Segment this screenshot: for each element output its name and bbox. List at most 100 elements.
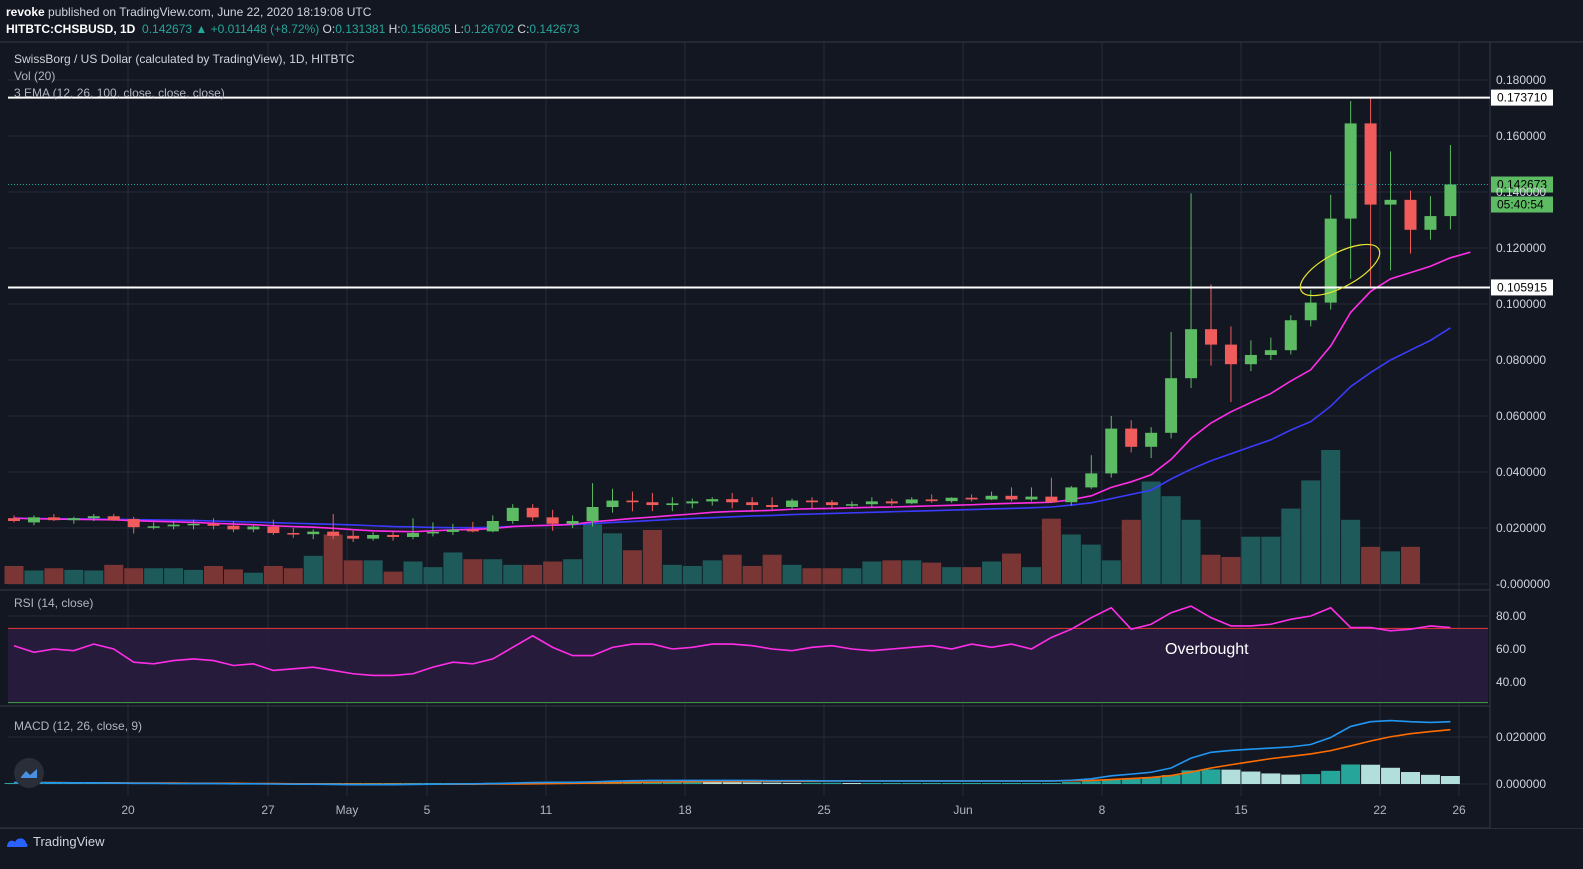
candle-body (905, 499, 918, 504)
candle-body (885, 501, 898, 504)
candle-body (666, 503, 679, 506)
volume-bar (563, 559, 583, 584)
volume-bar (882, 560, 902, 584)
rsi-tick-label: 80.00 (1496, 609, 1526, 623)
histogram-bar (862, 783, 882, 784)
volume-bar (1381, 551, 1401, 584)
candle-body (1145, 432, 1158, 447)
countdown-label: 05:40:54 (1497, 198, 1544, 212)
vol-legend: Vol (20) (14, 69, 56, 83)
highlight-ellipse (1299, 243, 1381, 297)
histogram-bar (722, 782, 742, 784)
rsi-line (13, 605, 1451, 677)
chart-title: SwissBorg / US Dollar (calculated by Tra… (14, 52, 355, 66)
candle-body (387, 535, 400, 537)
candle-body (1264, 350, 1277, 355)
volume-bar (124, 568, 144, 584)
volume-bar (24, 570, 44, 584)
candle-body (626, 500, 639, 503)
candle-body (1344, 123, 1357, 219)
histogram-bar (1061, 782, 1081, 784)
candle-body (985, 495, 998, 500)
volume-bar (1321, 450, 1341, 584)
candle-body (786, 500, 799, 507)
candle-body (426, 531, 439, 534)
price: 0.142673 (142, 22, 193, 36)
candle-body (446, 529, 459, 532)
tradingview-logo[interactable]: TradingView (6, 834, 105, 849)
volume-bar (1002, 553, 1021, 584)
volume-bar (423, 567, 443, 584)
volume-bar (1401, 546, 1420, 584)
candle-body (526, 507, 539, 518)
symbol[interactable]: HITBTC:CHSBUSD, 1D (6, 22, 136, 36)
macd-tick-label: 0.000000 (1496, 777, 1546, 791)
candle-body (1025, 496, 1038, 500)
volume-bar (263, 565, 283, 584)
volume-bar (283, 568, 303, 584)
candle-body (566, 521, 579, 524)
candle-body (1324, 218, 1337, 303)
rsi-band (8, 628, 1488, 703)
horizontal-levels[interactable]: 0.173710 0.105915 0.142673 05:40:54 (8, 89, 1553, 306)
volume-bar (583, 524, 603, 584)
histogram-bar (922, 783, 942, 784)
tradingview-cloud-icon (7, 837, 28, 847)
candle-body (1205, 329, 1217, 345)
histogram-bar (1121, 778, 1141, 784)
high-value: 0.156805 (400, 22, 451, 36)
volume-bar (1161, 496, 1181, 584)
volume-bar (642, 529, 662, 584)
x-tick-label: 15 (1234, 803, 1248, 817)
x-tick-label: 20 (121, 803, 135, 817)
cloud-icon (21, 769, 37, 778)
histogram-bar (962, 783, 982, 784)
axes: 20 27 May 5 11 18 25 Jun 8 15 22 26 0.180000 0.160000… (121, 73, 1550, 817)
histogram-bar (1181, 770, 1201, 784)
histogram-bar (842, 783, 862, 784)
volume-bar (822, 568, 842, 584)
last-price-label-bg (1491, 176, 1553, 193)
candle-body (47, 517, 60, 521)
candle-body (746, 502, 759, 506)
volume-bar (1081, 544, 1101, 584)
volume-bar (403, 561, 423, 584)
y-tick-label: 0.060000 (1496, 409, 1546, 423)
rsi-tick-label: 60.00 (1496, 642, 1526, 656)
candle-body (506, 507, 519, 521)
histogram-bar (782, 782, 802, 784)
candle-body (1185, 329, 1198, 379)
candle-body (107, 516, 120, 521)
candle-body (925, 499, 938, 502)
histogram-bar (4, 783, 24, 784)
volume-bar (1281, 508, 1301, 584)
y-tick-label: -0.000000 (1496, 577, 1550, 591)
histogram-bar (1301, 774, 1321, 784)
volume-bar (782, 564, 802, 584)
histogram-bar (682, 781, 702, 784)
volume-bar (982, 561, 1002, 584)
candle-body (307, 531, 320, 535)
candle-body (367, 535, 380, 539)
candle-body (766, 505, 779, 507)
volume-bar (1221, 556, 1241, 584)
volume-bar (104, 564, 124, 584)
volume-bar (204, 565, 223, 584)
tradingview-badge[interactable] (14, 758, 44, 788)
volume-bar (1181, 519, 1201, 584)
candle-body (67, 518, 80, 521)
candle-body (1045, 496, 1058, 503)
histogram-bar (902, 783, 922, 784)
macd-pane (4, 719, 1460, 786)
support-label: 0.105915 (1497, 280, 1547, 294)
candle-body (1065, 487, 1078, 503)
candle-body (1165, 378, 1178, 433)
histogram-bar (1201, 769, 1221, 784)
low-value: 0.126702 (464, 22, 515, 36)
volume-bar (1261, 536, 1281, 584)
author[interactable]: revoke (6, 5, 45, 19)
x-tick-label: 25 (817, 803, 831, 817)
volume-bar (942, 567, 962, 584)
histogram-bar (1440, 776, 1460, 784)
